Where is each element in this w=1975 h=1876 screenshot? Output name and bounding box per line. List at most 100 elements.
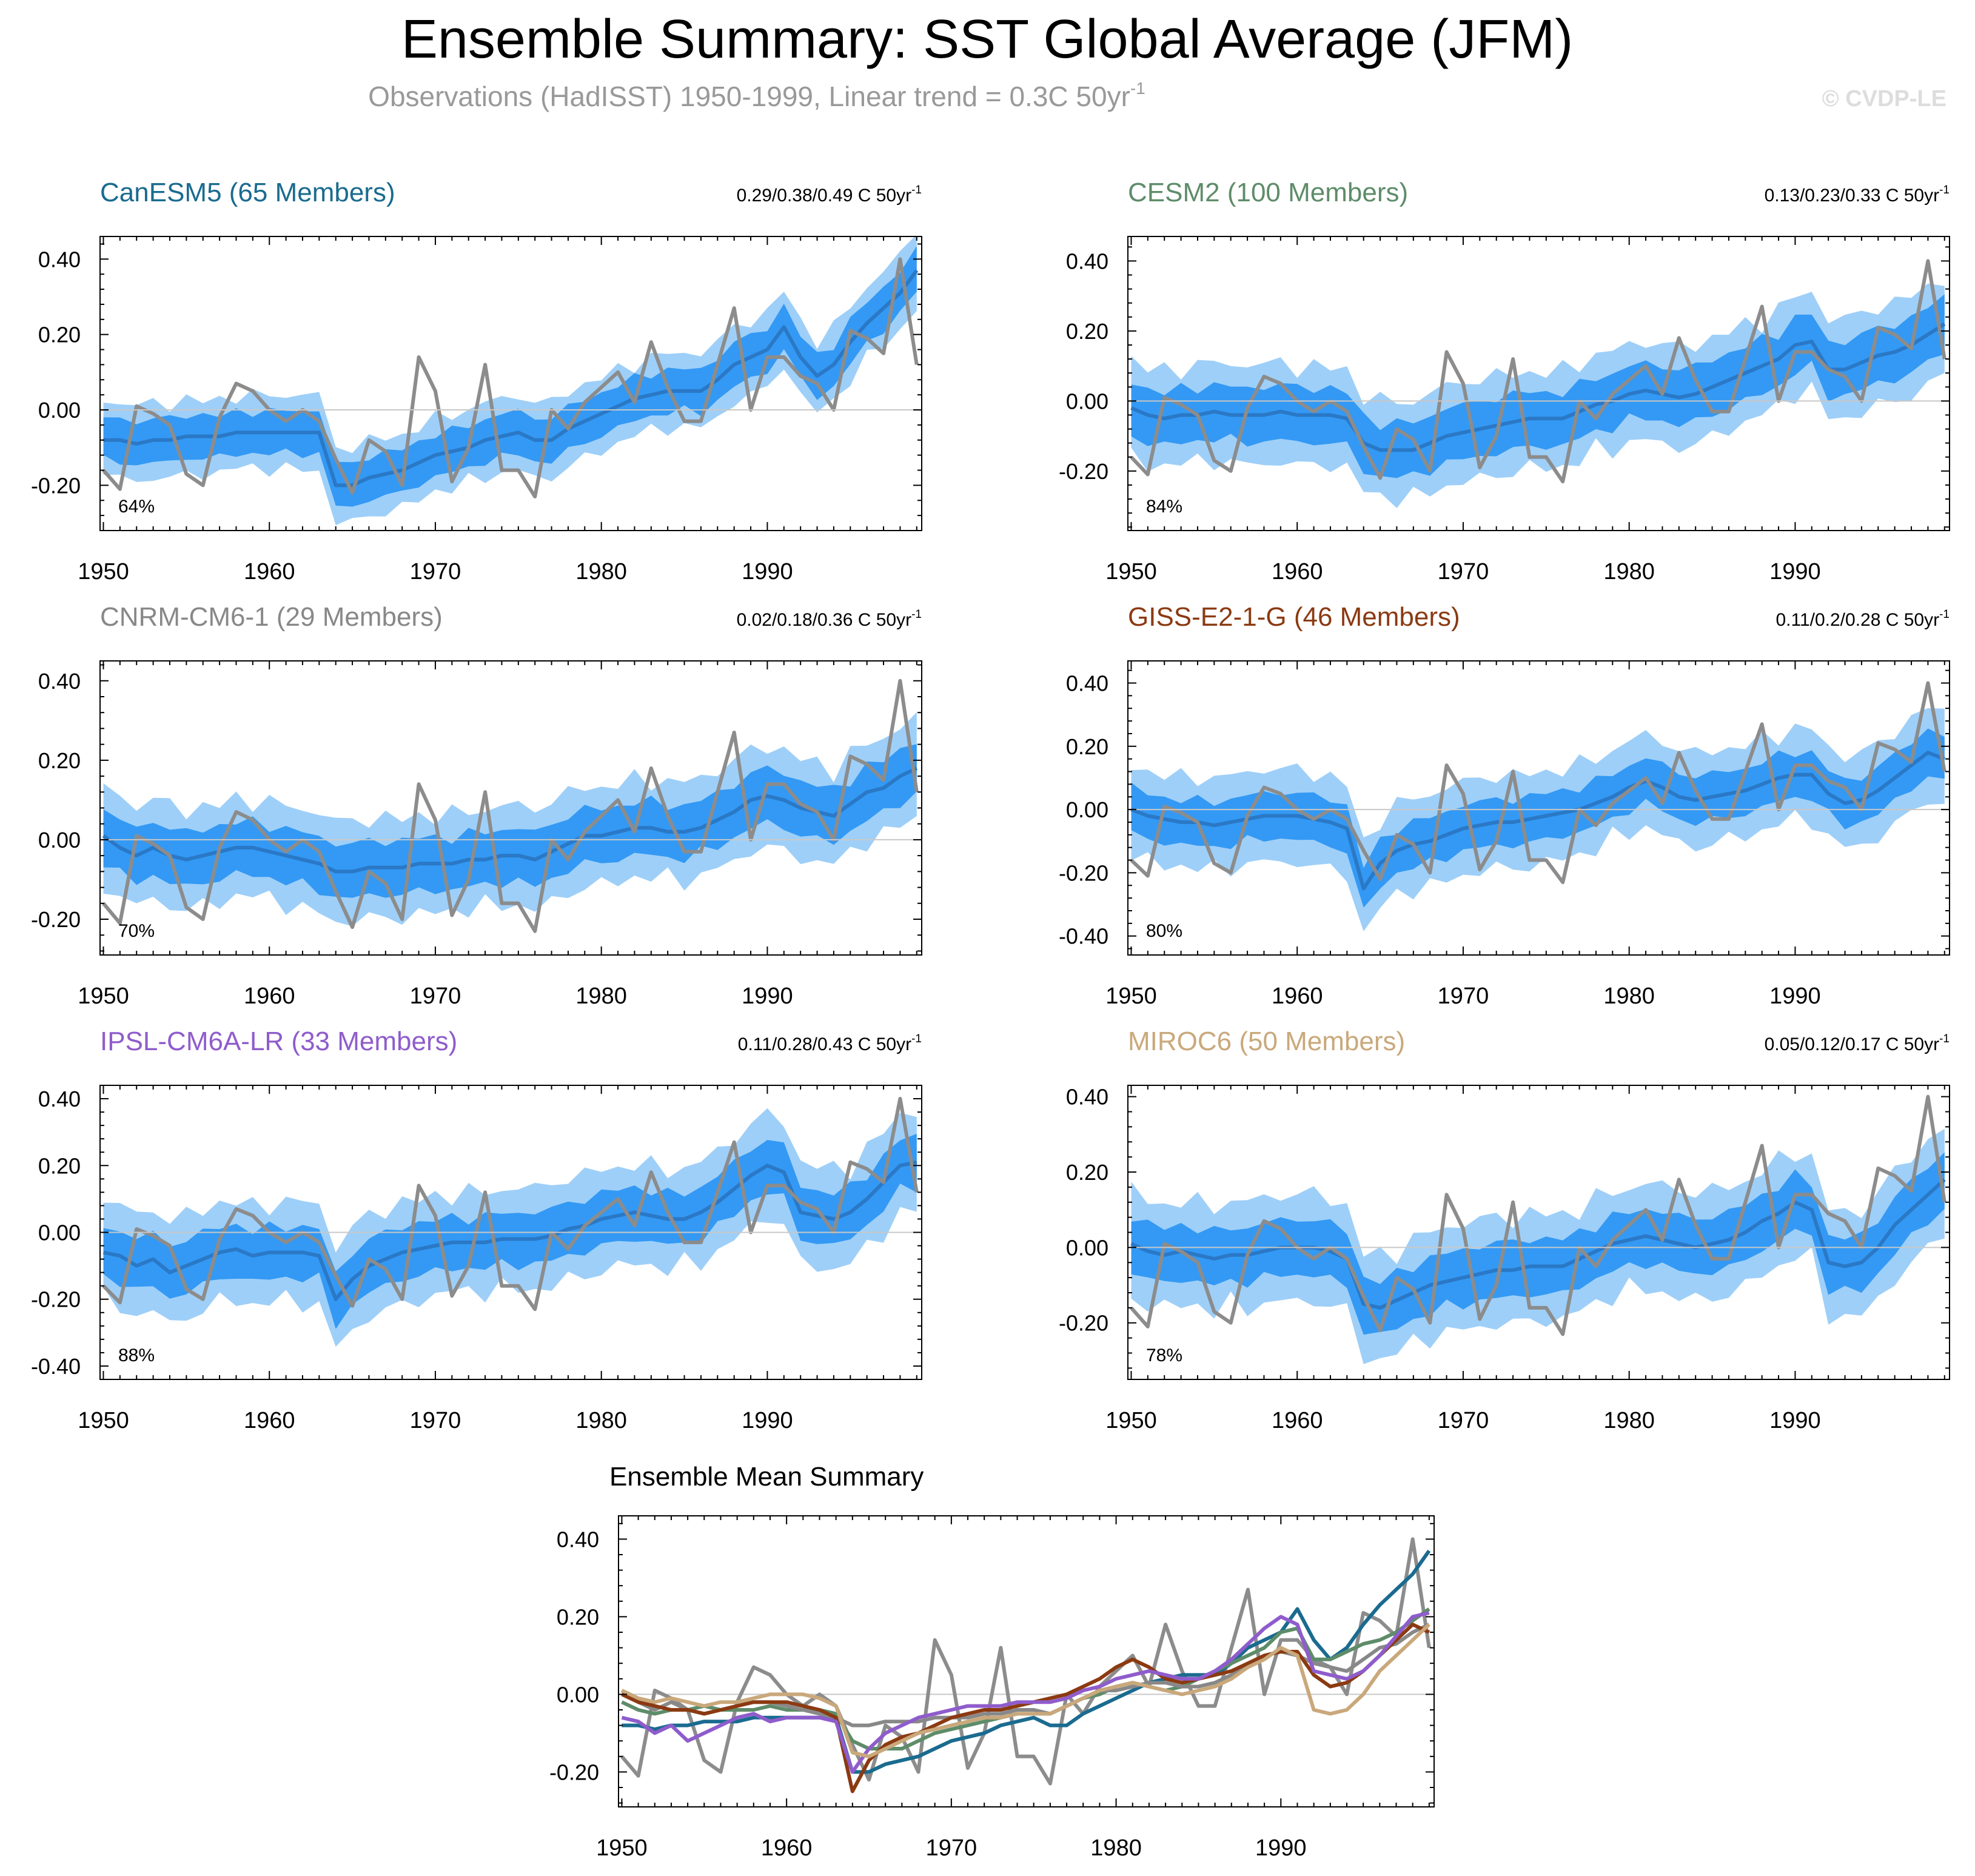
panel-6-percent-label: 78% xyxy=(1146,1345,1182,1365)
panel-5-inner-band xyxy=(103,1133,917,1329)
panel-6-xtick-label: 1990 xyxy=(1769,1408,1821,1433)
panel-3-xtick-label: 1970 xyxy=(410,983,461,1009)
panel-4-ensemble-mean-line xyxy=(1130,751,1945,891)
panel-3-percent-label: 70% xyxy=(118,921,155,941)
panel-1-ytick-label: 0.00 xyxy=(38,398,81,423)
panel-4-trend-exponent: -1 xyxy=(1939,608,1950,621)
panel-4-xtick-label: 1980 xyxy=(1603,983,1655,1009)
panel-6-observations-line xyxy=(1130,1094,1946,1336)
panel-5-xtick-label: 1960 xyxy=(244,1408,295,1433)
panel-3-plot-area xyxy=(102,678,919,933)
panel-1-trend-text: 0.29/0.38/0.49 C 50yr xyxy=(737,186,912,206)
panel-4-xtick-label: 1950 xyxy=(1105,983,1157,1009)
panel-6-xtick-label: 1980 xyxy=(1603,1408,1655,1433)
panel-4-ytick-label: -0.20 xyxy=(1059,860,1108,885)
panel-4-model-title: GISS-E2-1-G (46 Members) xyxy=(1128,602,1460,632)
page-subtitle-main: Observations (HadISST) 1950-1999, Linear… xyxy=(368,81,1130,112)
panel-5-ytick-label: 0.00 xyxy=(38,1221,81,1245)
panel-2-ensemble-mean-line xyxy=(1130,322,1946,452)
panel-6-trend-label: 0.05/0.12/0.17 C 50yr-1 xyxy=(1765,1033,1950,1054)
panel-4-ytick-label: -0.40 xyxy=(1059,924,1108,949)
summary-panel-mean-line-4 xyxy=(621,1623,1430,1794)
panel-1-ytick-label: 0.40 xyxy=(38,247,81,272)
panel-2-xtick-label: 1990 xyxy=(1769,559,1821,585)
panel-6: 1950 1960 1970 1980 1990 -0.20 0.00 0.20 0.40 MIR… xyxy=(1059,1027,1950,1433)
panel-5-trend-label: 0.11/0.28/0.43 C 50yr-1 xyxy=(738,1033,922,1054)
panel-2-ytick-label: 0.40 xyxy=(1066,249,1108,273)
panel-1-model-title: CanESM5 (65 Members) xyxy=(100,178,395,207)
panel-1-trend-exponent: -1 xyxy=(911,184,922,196)
panel-6-ensemble-mean-line xyxy=(1130,1178,1946,1310)
panel-4-ytick-label: 0.00 xyxy=(1066,797,1108,822)
summary-panel-frame xyxy=(618,1515,1435,1807)
summary-panel-observations-line xyxy=(620,1537,1431,1786)
panel-2-ytick-label: 0.20 xyxy=(1066,319,1108,344)
panel-4: 1950 1960 1970 1980 1990 -0.40 -0.20 0.00 0.20 0.… xyxy=(1059,602,1950,1009)
panel-1-ytick-label: -0.20 xyxy=(31,473,81,498)
panel-1-ensemble-mean-line xyxy=(103,269,919,487)
panel-2-percent-label: 84% xyxy=(1146,497,1182,517)
panel-1-percent-label: 64% xyxy=(118,497,155,517)
panel-4-trend-text: 0.11/0.2/0.28 C 50yr xyxy=(1775,610,1939,630)
panel-5-ytick-label: 0.20 xyxy=(38,1153,81,1178)
summary-panel-ytick-label: -0.20 xyxy=(549,1760,599,1784)
panel-4-xtick-label: 1970 xyxy=(1438,983,1489,1009)
summary-panel-ytick-label: 0.40 xyxy=(557,1527,599,1552)
panel-3-ensemble-mean-line xyxy=(102,766,918,874)
panel-5-ensemble-mean-line xyxy=(102,1160,917,1301)
panel-2: 1950 1960 1970 1980 1990 -0.20 0.00 0.20 0.40 CES… xyxy=(1059,178,1950,585)
panel-3-trend-exponent: -1 xyxy=(911,608,922,621)
panel-6-ytick-label: 0.00 xyxy=(1066,1235,1108,1260)
panel-5-plot-area xyxy=(102,1097,919,1347)
summary-panel-xtick-label: 1990 xyxy=(1255,1835,1307,1861)
summary-panel-plot-area xyxy=(619,1537,1434,1794)
panel-6-inner-band xyxy=(1131,1152,1945,1335)
panel-1-xtick-label: 1950 xyxy=(78,559,129,585)
panel-2-ytick-label: -0.20 xyxy=(1059,459,1108,484)
page-title: Ensemble Summary: SST Global Average (JF… xyxy=(401,9,1573,70)
panel-3-xtick-label: 1960 xyxy=(244,983,295,1009)
panel-1-observations-line xyxy=(102,257,919,498)
panels-group: 1950 1960 1970 1980 1990 -0.20 0.00 0.20 0.40 Can… xyxy=(31,178,1950,1861)
panel-6-ytick-label: 0.40 xyxy=(1066,1085,1108,1110)
panel-4-xtick-label: 1960 xyxy=(1272,983,1323,1009)
panel-5-ytick-label: 0.40 xyxy=(38,1087,81,1111)
panel-3-ytick-label: 0.20 xyxy=(38,748,81,773)
panel-1-xtick-label: 1960 xyxy=(244,559,295,585)
panel-4-observations-line xyxy=(1130,681,1946,885)
panel-4-trend-label: 0.11/0.2/0.28 C 50yr-1 xyxy=(1775,608,1950,630)
summary-panel-xtick-label: 1970 xyxy=(926,1835,977,1861)
summary-panel-mean-line-5 xyxy=(621,1611,1430,1774)
panel-3-ytick-label: 0.00 xyxy=(38,828,81,853)
panel-2-trend-label: 0.13/0.23/0.33 C 50yr-1 xyxy=(1765,184,1950,206)
panel-5-xtick-label: 1980 xyxy=(575,1408,627,1433)
panel-6-xtick-label: 1970 xyxy=(1438,1408,1489,1433)
panel-1-xtick-label: 1990 xyxy=(742,559,793,585)
panel-3-xtick-label: 1950 xyxy=(78,983,129,1009)
panel-5-model-title: IPSL-CM6A-LR (33 Members) xyxy=(100,1027,457,1056)
page-subtitle-exponent: -1 xyxy=(1130,79,1145,98)
panel-2-xtick-label: 1970 xyxy=(1438,559,1489,585)
summary-panel-ytick-label: 0.20 xyxy=(557,1604,599,1629)
panel-5-xtick-label: 1950 xyxy=(78,1408,129,1433)
panel-6-xtick-label: 1950 xyxy=(1105,1408,1157,1433)
summary-panel-xtick-label: 1960 xyxy=(761,1835,813,1861)
panel-3: 1950 1960 1970 1980 1990 -0.20 0.00 0.20 0.40 CNR… xyxy=(31,602,922,1009)
panel-2-frame xyxy=(1127,236,1950,531)
summary-panel-mean-line-6 xyxy=(621,1623,1430,1758)
summary-panel-xtick-label: 1980 xyxy=(1090,1835,1142,1861)
panel-4-frame xyxy=(1127,660,1950,956)
panel-6-trend-exponent: -1 xyxy=(1939,1033,1950,1045)
panel-2-model-title: CESM2 (100 Members) xyxy=(1128,178,1408,207)
panel-4-ytick-label: 0.40 xyxy=(1066,671,1108,696)
panel-6-plot-area xyxy=(1130,1094,1946,1364)
panel-3-xtick-label: 1980 xyxy=(575,983,627,1009)
panel-2-inner-band xyxy=(1131,294,1945,478)
panel-2-observations-line xyxy=(1130,259,1946,484)
panel-5-trend-exponent: -1 xyxy=(911,1033,922,1045)
summary-panel-ytick-label: 0.00 xyxy=(557,1682,599,1707)
panel-5-ytick-label: -0.40 xyxy=(31,1354,81,1379)
panel-6-ytick-label: -0.20 xyxy=(1059,1311,1108,1336)
panel-3-model-title: CNRM-CM6-1 (29 Members) xyxy=(100,602,443,632)
panel-1-outer-band xyxy=(103,236,917,526)
